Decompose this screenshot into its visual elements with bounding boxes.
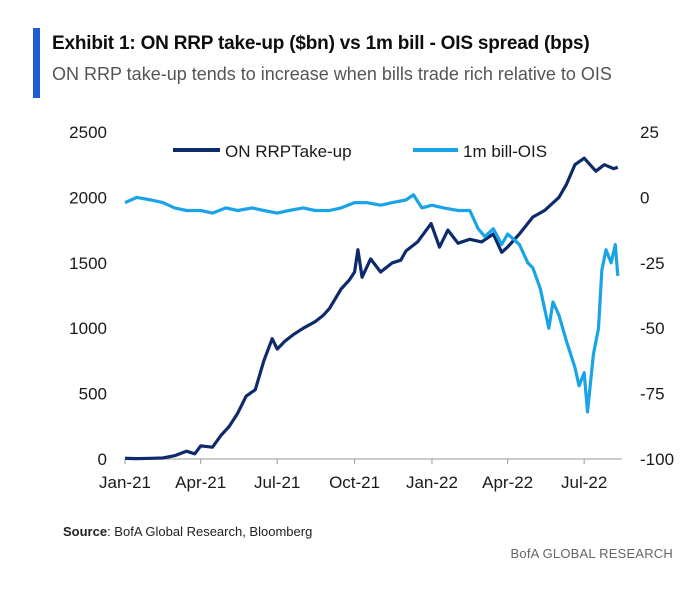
legend-label-spread: 1m bill-OIS [463,142,547,161]
source-note: Source: BofA Global Research, Bloomberg [63,524,312,539]
series-layer [124,156,620,461]
x-tick-label: Jul-22 [561,473,607,492]
left-tick-label: 500 [79,385,107,404]
right-tick-label: 0 [640,188,649,207]
series-line-rrp [124,156,619,461]
x-tick-label: Jul-21 [254,473,300,492]
x-tick-label: Jan-22 [406,473,458,492]
right-tick-label: -25 [640,254,665,273]
right-tick-label: -50 [640,319,665,338]
x-tick-label: Apr-21 [175,473,226,492]
right-tick-label: 25 [640,123,659,142]
x-tick-label: Oct-21 [329,473,380,492]
left-axis-ticks: 0 500 1000 1500 2000 2500 [69,123,107,469]
title-accent-bar [33,28,40,98]
brand-footer: BofA GLOBAL RESEARCH [510,546,673,561]
left-tick-label: 1500 [69,254,107,273]
left-tick-label: 0 [98,450,107,469]
legend: ON RRPTake-up 1m bill-OIS [173,142,547,161]
right-tick-label: -75 [640,385,665,404]
legend-label-rrp: ON RRPTake-up [225,142,352,161]
x-axis-ticks: Jan-21 Apr-21 Jul-21 Oct-21 Jan-22 Apr-22 Jul-… [99,459,607,492]
source-text: : BofA Global Research, Bloomberg [107,524,313,539]
series-line-spread [124,193,620,414]
x-tick-label: Jan-21 [99,473,151,492]
right-tick-label: -100 [640,450,674,469]
left-tick-label: 2500 [69,123,107,142]
left-tick-label: 2000 [69,188,107,207]
right-axis-ticks: -100 -75 -50 -25 0 25 [640,123,674,469]
left-tick-label: 1000 [69,319,107,338]
chart-subtitle: ON RRP take-up tends to increase when bi… [52,64,612,84]
chart-title: Exhibit 1: ON RRP take-up ($bn) vs 1m bi… [52,33,590,54]
source-label: Source [63,524,108,539]
x-tick-label: Apr-22 [482,473,533,492]
